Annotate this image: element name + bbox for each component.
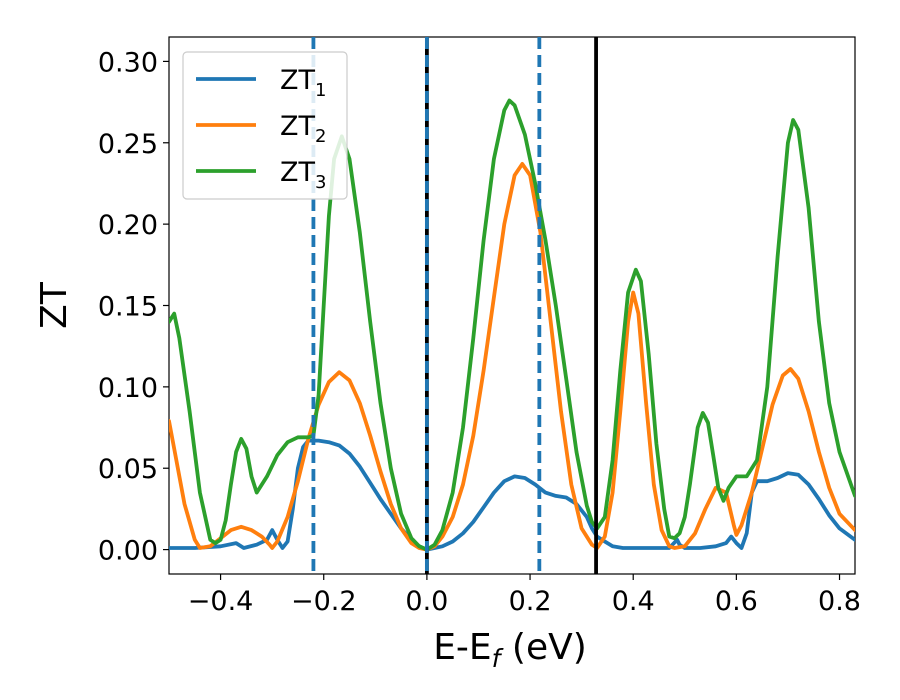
legend: ZT1 ZT2 ZT3 [182, 51, 348, 200]
y-tick-label: 0.20 [98, 210, 158, 241]
y-tick-label: 0.15 [98, 292, 158, 323]
x-tick-label: −0.4 [188, 586, 254, 617]
x-axis-label: E-Ef (eV) [433, 627, 587, 673]
x-tick-label: 0.4 [612, 586, 655, 617]
y-axis-label: ZT [34, 281, 75, 329]
legend-label-zt2: ZT2 [280, 111, 326, 147]
plot-area [168, 36, 856, 575]
series-line-zt1 [169, 438, 855, 552]
y-tick-label: 0.25 [98, 129, 158, 160]
y-tick-label: 0.00 [98, 536, 158, 567]
x-tick-label: −0.2 [291, 586, 357, 617]
series-layer [169, 98, 855, 552]
x-axis-ticks: −0.4 −0.2 0.0 0.2 0.4 0.6 0.8 [188, 574, 861, 617]
y-tick-label: 0.05 [98, 454, 158, 485]
legend-label-zt3: ZT3 [280, 157, 326, 193]
series-line-zt3 [169, 98, 855, 552]
y-axis-ticks: 0.00 0.05 0.10 0.15 0.20 0.25 0.30 [98, 47, 169, 567]
y-tick-label: 0.30 [98, 47, 158, 78]
vline-layer [311, 37, 598, 574]
y-tick-label: 0.10 [98, 373, 158, 404]
legend-label-zt1: ZT1 [280, 65, 326, 101]
x-tick-label: 0.8 [818, 586, 861, 617]
series-line-zt2 [169, 162, 855, 552]
x-tick-label: 0.6 [715, 586, 758, 617]
legend-box [182, 51, 348, 200]
x-tick-label: 0.2 [509, 586, 552, 617]
x-tick-label: 0.0 [405, 586, 448, 617]
